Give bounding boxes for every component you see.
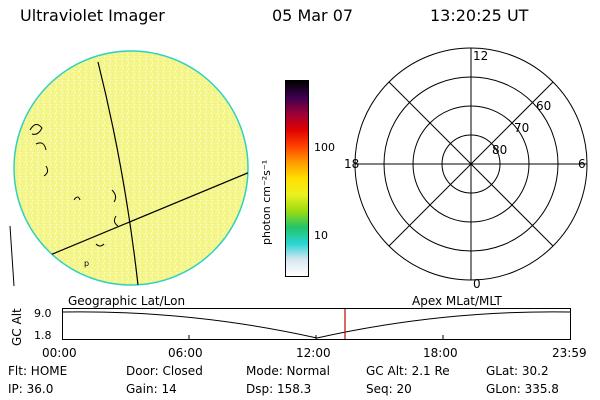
timeline-xtick-0600: 06:00 — [168, 346, 203, 360]
coastline-outline — [9, 124, 119, 287]
colorbar-tick-100: 100 — [314, 141, 335, 154]
timeline-ylabel: GC Alt — [10, 308, 24, 346]
polar-label-12: 12 — [473, 49, 488, 63]
date-label: 05 Mar 07 — [272, 6, 354, 25]
polar-label-6: 6 — [578, 157, 586, 171]
status-glon: GLon: 335.8 — [486, 382, 559, 396]
polar-label-18: 18 — [344, 157, 359, 171]
time-label: 13:20:25 UT — [430, 6, 529, 25]
status-gc-alt: GC Alt: 2.1 Re — [366, 364, 450, 378]
status-mode: Mode: Normal — [246, 364, 330, 378]
status-flt: Flt: HOME — [8, 364, 68, 378]
status-dsp: Dsp: 158.3 — [246, 382, 312, 396]
colorbar-unit-label: photon cm⁻²s⁻¹ — [260, 159, 273, 245]
geographic-caption: Geographic Lat/Lon — [68, 294, 186, 308]
colorbar — [285, 80, 309, 277]
colorbar-tick-10: 10 — [314, 229, 328, 242]
apex-caption: Apex MLat/MLT — [412, 294, 502, 308]
polar-grid-panel: 12 0 18 6 60 70 80 — [344, 47, 588, 291]
map-marker-label: p — [84, 259, 89, 268]
status-gain: Gain: 14 — [126, 382, 177, 396]
timeline-xtick-1800: 18:00 — [423, 346, 458, 360]
status-glat: GLat: 30.2 — [486, 364, 549, 378]
ring-label-60: 60 — [536, 99, 551, 113]
polar-label-0: 0 — [473, 277, 481, 291]
timeline-xtick-1200: 12:00 — [296, 346, 331, 360]
uv-image-disk — [13, 50, 249, 286]
timeline-xtick-0000: 00:00 — [42, 346, 77, 360]
timeline-xtick-2359: 23:59 — [552, 346, 587, 360]
timeline-ytick-9: 9.0 — [34, 307, 52, 320]
timeline-ytick-1.8: 1.8 — [34, 329, 52, 342]
timeline-plot — [62, 308, 571, 340]
altitude-curve — [62, 311, 571, 339]
ring-label-70: 70 — [514, 121, 529, 135]
status-seq: Seq: 20 — [366, 382, 412, 396]
instrument-title: Ultraviolet Imager — [20, 6, 165, 25]
ring-label-80: 80 — [492, 143, 507, 157]
lat-lon-grid — [14, 61, 248, 285]
status-door: Door: Closed — [126, 364, 203, 378]
status-ip: IP: 36.0 — [8, 382, 54, 396]
uv-image-panel: p — [9, 50, 249, 287]
